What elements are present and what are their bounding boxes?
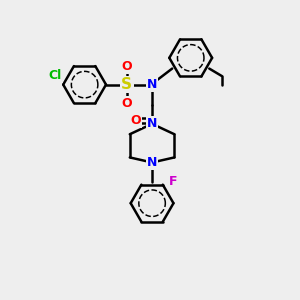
Text: N: N: [147, 117, 157, 130]
Text: N: N: [147, 78, 157, 91]
Text: N: N: [147, 156, 157, 169]
Text: S: S: [121, 77, 132, 92]
Text: O: O: [122, 60, 132, 73]
Text: O: O: [130, 114, 141, 127]
Text: F: F: [169, 175, 177, 188]
Text: O: O: [122, 97, 132, 110]
Text: Cl: Cl: [48, 69, 62, 82]
